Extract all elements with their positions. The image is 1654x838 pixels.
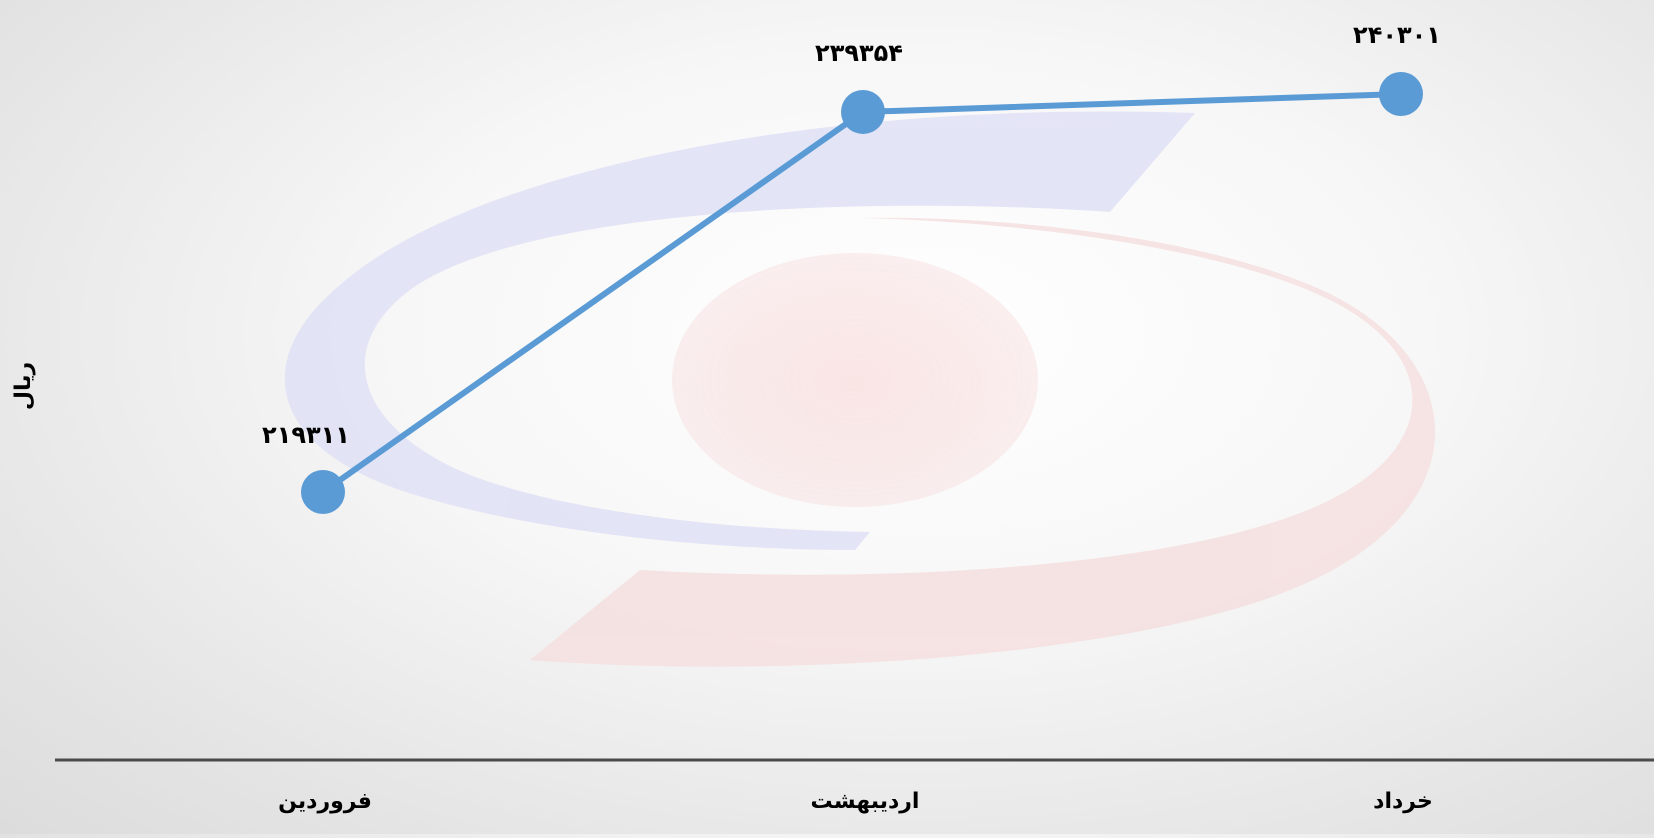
x-tick-label: خرداد xyxy=(1373,789,1433,814)
x-tick-label: اردیبهشت xyxy=(811,789,920,814)
data-labels: ۲۱۹۳۱۱ ۲۳۹۳۵۴ ۲۴۰۳۰۱ xyxy=(262,21,1441,449)
x-tick-label: فروردین xyxy=(278,789,372,814)
watermark-red-arc xyxy=(530,217,1435,667)
data-point xyxy=(841,89,885,134)
data-label: ۲۴۰۳۰۱ xyxy=(1353,21,1441,49)
watermark-center-disc xyxy=(672,253,1038,507)
logo-watermark-icon xyxy=(284,111,1435,667)
data-points xyxy=(301,72,1423,514)
data-label: ۲۱۹۳۱۱ xyxy=(262,421,350,449)
data-label: ۲۳۹۳۵۴ xyxy=(815,39,903,67)
y-axis-title: ریال xyxy=(11,362,36,410)
watermark-blue-arc xyxy=(284,111,1195,550)
data-point xyxy=(1379,72,1423,116)
x-tick-labels: فروردین اردیبهشت خرداد xyxy=(278,789,1433,814)
data-point xyxy=(301,470,345,514)
